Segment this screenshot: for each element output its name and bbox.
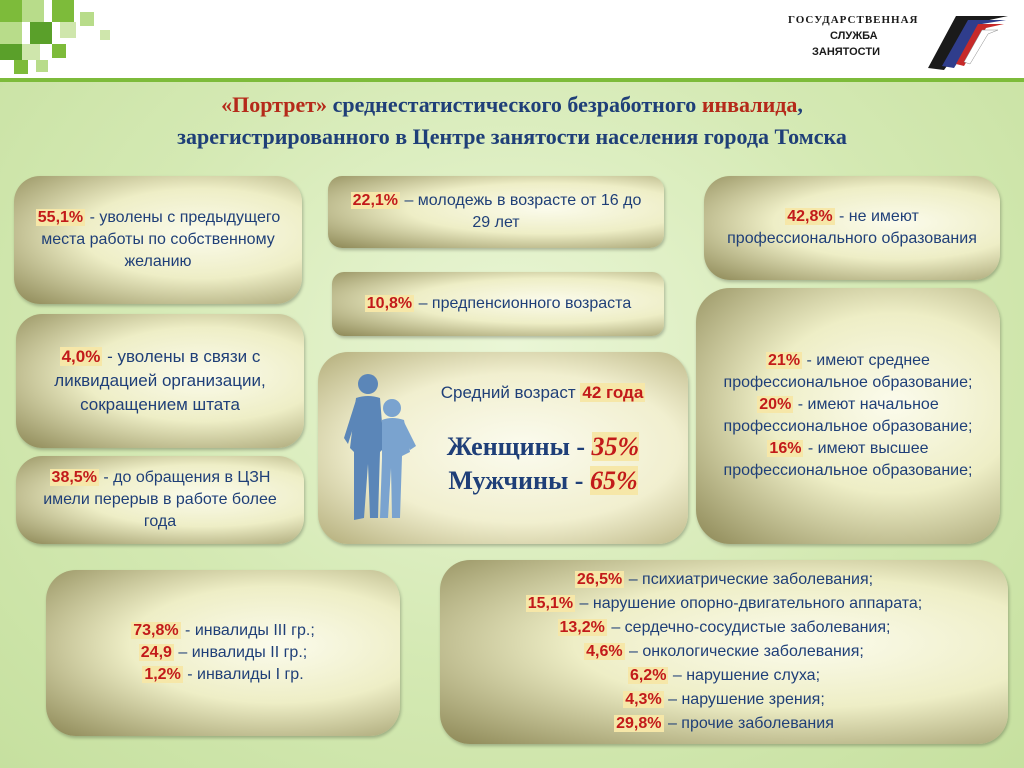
title-comma: ,: [797, 92, 803, 117]
stat-text: – психиатрические заболевания;: [624, 571, 874, 588]
stat-text: - имеют высшее профессиональное образова…: [723, 440, 973, 479]
stat-percent: 42,8%: [785, 208, 835, 225]
stat-text: – инвалиды II гр.;: [173, 644, 308, 661]
stat-percent: 4,6%: [584, 643, 625, 660]
average-age: Средний возраст 42 года: [408, 382, 678, 404]
stat-text: - не имеют профессионального образования: [727, 208, 977, 247]
stat-box-disability-groups: 73,8% - инвалиды III гр.; 24,9 – инвалид…: [46, 570, 400, 736]
stat-percent: 10,8%: [364, 295, 415, 312]
disability-group-item: 24,9 – инвалиды II гр.;: [131, 642, 315, 664]
stat-percent: 29,8%: [614, 715, 664, 732]
stat-percent: 13,2%: [557, 619, 607, 636]
stat-text: - до обращения в ЦЗН имели перерыв в раб…: [43, 469, 277, 530]
stat-box-pre-retirement: 10,8% – предпенсионного возраста: [332, 272, 664, 336]
title-disabled: инвалида: [701, 92, 798, 117]
page-subtitle: зарегистрированного в Центре занятости н…: [177, 124, 847, 149]
title-middle: среднестатистического безработного: [327, 92, 702, 117]
disease-item: 29,8% – прочие заболевания: [526, 712, 923, 736]
disease-item: 26,5% – психиатрические заболевания;: [526, 568, 923, 592]
stat-box-youth: 22,1% – молодежь в возрасте от 16 до 29 …: [328, 176, 664, 248]
average-age-label: Средний возраст: [440, 383, 581, 402]
disease-item: 4,6% – онкологические заболевания;: [526, 640, 923, 664]
stat-text: – онкологические заболевания;: [624, 643, 864, 660]
stat-box-work-break: 38,5% - до обращения в ЦЗН имели перерыв…: [16, 456, 304, 544]
logo-line-1: ГОСУДАРСТВЕННАЯ: [788, 14, 919, 26]
stat-percent: 22,1%: [350, 192, 401, 209]
stat-text: – предпенсионного возраста: [414, 295, 632, 312]
stat-box-no-education: 42,8% - не имеют профессионального образ…: [704, 176, 1000, 280]
disability-group-item: 73,8% - инвалиды III гр.;: [131, 620, 315, 642]
logo-line-3: ЗАНЯТОСТИ: [812, 46, 880, 58]
stat-percent: 26,5%: [574, 571, 625, 588]
stat-percent: 20%: [757, 396, 794, 413]
stat-box-liquidation: 4,0% - уволены в связи с ликвидацией орг…: [16, 314, 304, 448]
header-divider: [0, 78, 1024, 82]
employment-service-logo: ГОСУДАРСТВЕННАЯ СЛУЖБА ЗАНЯТОСТИ: [788, 8, 1008, 72]
disease-item: 6,2% – нарушение слуха;: [526, 664, 923, 688]
people-silhouette-icon: [344, 374, 416, 520]
stat-percent: 4,3%: [623, 691, 664, 708]
stat-box-education-levels: 21% - имеют среднее профессиональное обр…: [696, 288, 1000, 544]
stat-percent: 55,1%: [35, 209, 86, 226]
stat-percent: 6,2%: [627, 667, 669, 684]
men-label: Мужчины -: [448, 466, 590, 495]
disability-group-item: 1,2% - инвалиды I гр.: [131, 664, 315, 686]
stat-text: – молодежь в возрасте от 16 до 29 лет: [400, 192, 642, 231]
stat-text: – нарушение опорно-двигательного аппарат…: [575, 595, 923, 612]
men-share: Мужчины - 65%: [408, 466, 678, 495]
stat-text: - уволены в связи с ликвидацией организа…: [54, 347, 266, 414]
stat-percent: 4,0%: [59, 347, 103, 366]
stat-text: - инвалиды I гр.: [182, 666, 304, 683]
men-value: 65%: [589, 466, 638, 495]
stat-percent: 15,1%: [525, 595, 576, 612]
women-value: 35%: [591, 432, 640, 461]
stat-text: – нарушение слуха;: [668, 667, 821, 684]
stat-box-diseases: 26,5% – психиатрические заболевания; 15,…: [440, 560, 1008, 744]
flag-stripes-icon: [928, 16, 1008, 70]
education-item: 21% - имеют среднее профессиональное обр…: [710, 350, 986, 394]
stat-percent: 24,9: [138, 644, 174, 661]
stat-text: - имеют начальное профессиональное образ…: [723, 396, 973, 435]
disease-item: 15,1% – нарушение опорно-двигательного а…: [525, 592, 923, 616]
stat-text: - инвалиды III гр.;: [180, 622, 315, 639]
women-label: Женщины -: [446, 432, 592, 461]
education-item: 20% - имеют начальное профессиональное о…: [710, 394, 986, 438]
stat-text: - имеют среднее профессиональное образов…: [723, 352, 973, 391]
stat-text: – прочие заболевания: [663, 715, 834, 732]
average-age-value: 42 года: [580, 383, 646, 402]
page-title: «Портрет» среднестатистического безработ…: [20, 92, 1004, 118]
logo-line-2: СЛУЖБА: [830, 30, 878, 42]
women-share: Женщины - 35%: [408, 432, 678, 461]
disease-item: 13,2% – сердечно-сосудистые заболевания;: [526, 616, 923, 640]
stat-percent: 38,5%: [49, 469, 99, 486]
disease-item: 4,3% – нарушение зрения;: [526, 688, 923, 712]
stat-text: - уволены с предыдущего места работы по …: [41, 209, 281, 270]
stat-text: – сердечно-сосудистые заболевания;: [606, 619, 891, 636]
title-portrait: «Портрет»: [221, 92, 328, 117]
stat-percent: 73,8%: [131, 622, 181, 639]
header-band: [0, 0, 1024, 80]
stat-percent: 1,2%: [142, 666, 183, 683]
average-profile-box: Средний возраст 42 года Женщины - 35% Му…: [318, 352, 688, 544]
stat-text: – нарушение зрения;: [663, 691, 825, 708]
stat-box-voluntary-dismissal: 55,1% - уволены с предыдущего места рабо…: [14, 176, 302, 304]
stat-percent: 21%: [766, 352, 803, 369]
stat-percent: 16%: [767, 440, 804, 457]
education-item: 16% - имеют высшее профессиональное обра…: [710, 438, 986, 482]
